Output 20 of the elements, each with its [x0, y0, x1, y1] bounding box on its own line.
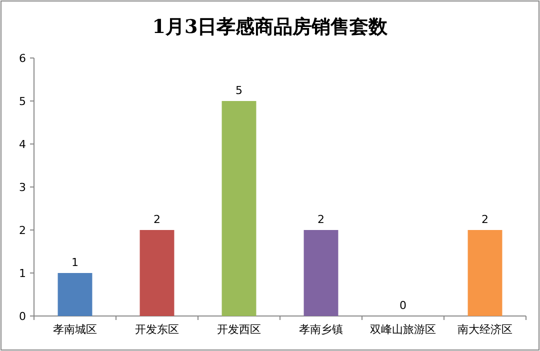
x-tick-label: 孝南城区 — [53, 323, 97, 336]
y-tick-label: 4 — [19, 138, 26, 151]
data-label: 0 — [400, 299, 406, 312]
y-tick-label: 2 — [19, 224, 26, 237]
y-tick-label: 6 — [19, 52, 26, 65]
data-label: 2 — [318, 213, 324, 226]
x-tick-label: 开发西区 — [217, 323, 261, 336]
data-label: 2 — [154, 213, 160, 226]
x-tick-label: 南大经济区 — [458, 323, 512, 336]
x-tick-label: 开发东区 — [135, 323, 179, 336]
y-tick-label: 5 — [19, 95, 26, 108]
data-label: 1 — [72, 256, 78, 269]
title: 1月3日孝感商品房销售套数 — [152, 16, 388, 38]
data-label: 5 — [236, 84, 242, 97]
y-tick-label: 0 — [19, 310, 26, 323]
x-tick-label: 双峰山旅游区 — [370, 323, 436, 336]
x-tick-label: 孝南乡镇 — [299, 323, 343, 336]
y-tick-label: 3 — [19, 181, 26, 194]
y-tick-label: 1 — [19, 267, 26, 280]
data-label: 2 — [482, 213, 488, 226]
